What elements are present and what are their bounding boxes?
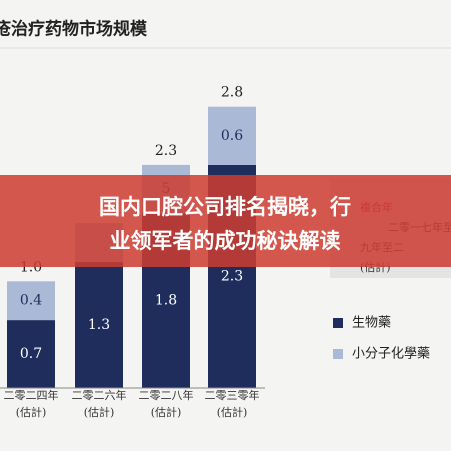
x-tick-label: 二零三零年 <box>205 388 260 402</box>
x-tick-label: (估計) <box>217 405 248 419</box>
x-tick-label: (估計) <box>84 405 115 419</box>
x-tick-label: 二零二八年 <box>139 388 194 402</box>
bar-segment <box>75 261 123 388</box>
legend-swatch <box>333 349 343 359</box>
total-label: 2.3 <box>155 143 177 159</box>
legend-swatch <box>333 318 343 328</box>
banner <box>0 175 451 267</box>
x-tick-label: (估計) <box>151 405 182 419</box>
value-label: 2.3 <box>221 268 243 284</box>
legend-label: 生物藥 <box>352 316 391 331</box>
x-tick-label: 二零二四年 <box>4 388 59 402</box>
legend-label: 小分子化學藥 <box>352 347 430 362</box>
bar-segment <box>208 106 256 165</box>
x-tick-label: (估計) <box>16 405 47 419</box>
chart-title: 疮治疗药物市场规模 <box>0 19 148 40</box>
value-label: 0.4 <box>20 293 42 309</box>
bar-segment <box>7 320 55 388</box>
banner-text: 业领军者的成功秘诀解读 <box>110 229 341 253</box>
total-label: 2.8 <box>221 85 243 101</box>
x-tick-label: 二零二六年 <box>72 388 127 402</box>
value-label: 0.6 <box>221 128 243 144</box>
banner-text: 国内口腔公司排名揭晓，行 <box>99 195 351 219</box>
value-label: 1.3 <box>88 317 110 333</box>
value-label: 1.8 <box>155 293 177 309</box>
value-label: 0.7 <box>20 346 42 362</box>
bar-segment <box>7 281 55 321</box>
